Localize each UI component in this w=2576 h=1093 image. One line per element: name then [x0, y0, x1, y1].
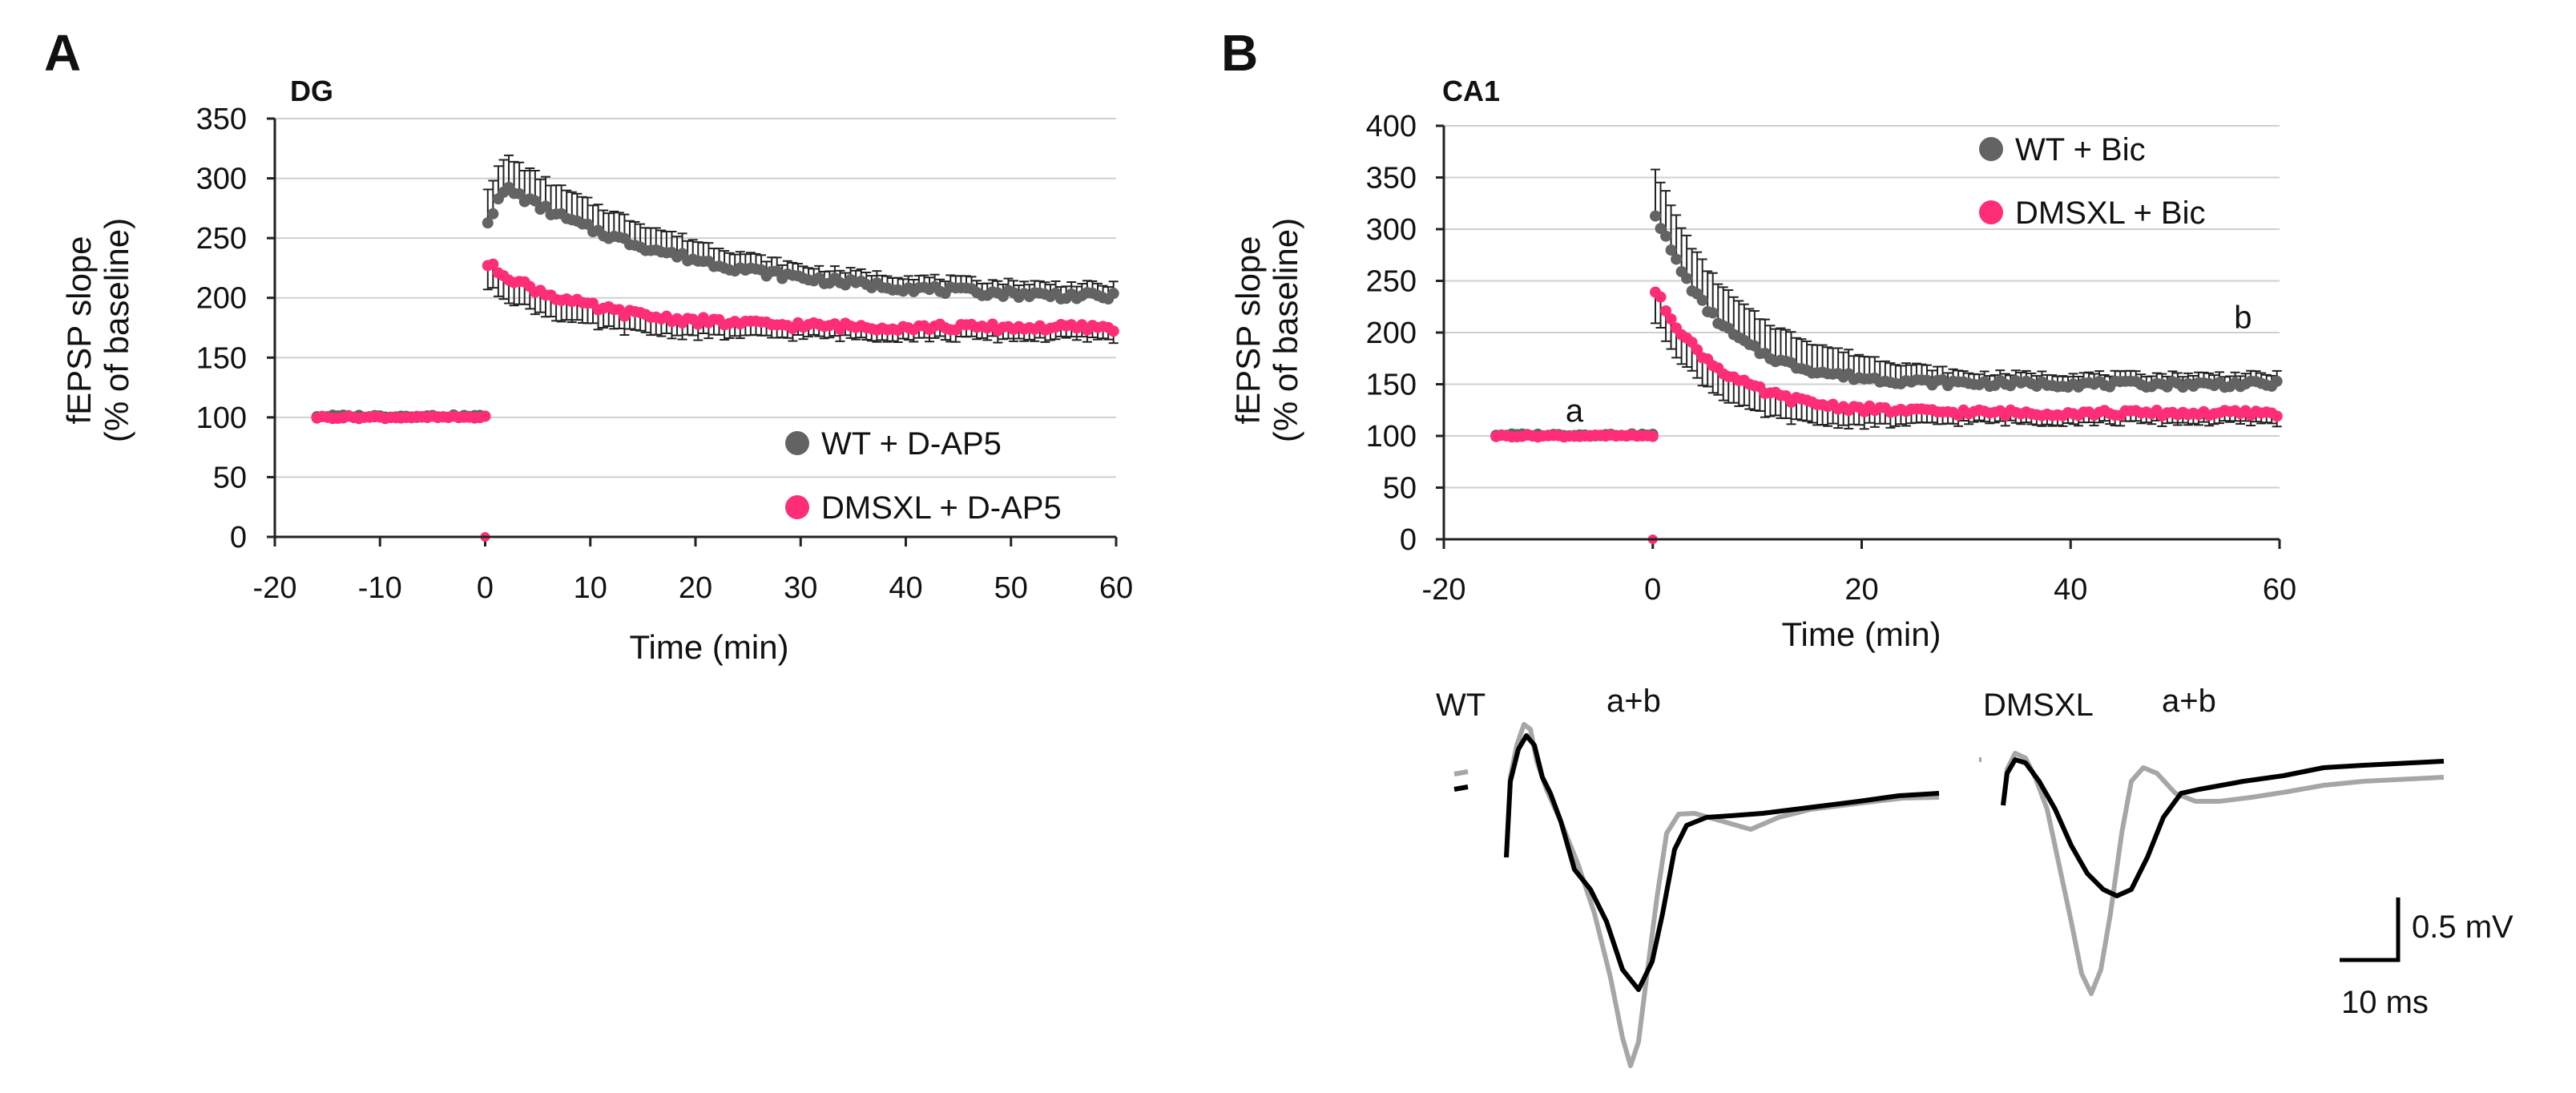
y-tick-label: 50 — [1383, 472, 1417, 506]
panel-letter-a: A — [44, 24, 81, 82]
data-point — [1681, 272, 1693, 284]
y-tick-label: 0 — [1400, 523, 1417, 557]
wt-trace-a — [1453, 733, 1940, 992]
scale-bar — [2340, 897, 2401, 962]
x-tick-label: 20 — [1844, 573, 1878, 607]
legend-marker-wt-dap5 — [785, 431, 809, 455]
scale-time-label: 10 ms — [2341, 985, 2429, 1020]
data-point — [1660, 230, 1672, 242]
data-point — [1107, 325, 1119, 337]
panel-a-x-label: Time (min) — [629, 628, 788, 666]
y-tick-label: 350 — [1366, 162, 1417, 196]
x-tick-label: 0 — [1644, 573, 1661, 607]
panel-a-y-label-line2: (% of baseline) — [98, 218, 135, 442]
data-point — [1655, 291, 1667, 303]
wt-trace-b — [1453, 722, 1940, 1068]
example-traces: WT a+b DMSXL a+b 0.5 mV 10 ms — [1436, 684, 2514, 1068]
x-tick-label: 40 — [889, 571, 922, 605]
y-tick-label: 350 — [196, 103, 247, 136]
panel-b-legend: WT + Bic DMSXL + Bic — [1979, 132, 2205, 231]
data-point — [482, 217, 494, 229]
trace-label-dmsxl: DMSXL — [1983, 688, 2094, 723]
data-point — [487, 208, 499, 220]
y-tick-label: 200 — [1366, 317, 1417, 350]
x-tick-label: -20 — [253, 571, 297, 605]
y-tick-label: 150 — [196, 341, 247, 375]
panel-b-y-label-line2: (% of baseline) — [1267, 218, 1304, 442]
x-tick-label: 60 — [1099, 571, 1133, 605]
y-tick-label: 250 — [1366, 265, 1417, 299]
panel-a-y-ticks: 0 50 100 150 200 250 300 350 — [196, 103, 275, 555]
y-tick-label: 0 — [230, 521, 247, 555]
x-tick-label: -10 — [358, 571, 402, 605]
y-tick-label: 100 — [1366, 420, 1417, 454]
panel-a-data-points — [311, 181, 1119, 542]
legend-marker-wt-bic — [1979, 137, 2003, 161]
y-tick-label: 200 — [196, 282, 247, 316]
data-point — [479, 410, 491, 422]
x-tick-label: 60 — [2263, 573, 2296, 607]
panel-a-title: DG — [290, 75, 333, 107]
data-point — [529, 195, 541, 207]
annotation-b: b — [2234, 300, 2251, 336]
panel-a-legend: WT + D-AP5 DMSXL + D-AP5 — [785, 426, 1062, 526]
x-tick-label: 40 — [2054, 573, 2087, 607]
annotation-a: a — [1566, 393, 1584, 429]
y-tick-label: 150 — [1366, 369, 1417, 402]
panel-b-y-ticks: 0 50 100 150 200 250 300 350 400 — [1366, 110, 1444, 557]
legend-label-dmsxl-bic: DMSXL + Bic — [2015, 196, 2205, 231]
panel-a-x-ticks: -20 -10 0 10 20 30 40 50 60 — [253, 537, 1133, 605]
legend-marker-dmsxl-dap5 — [785, 495, 809, 519]
data-point — [1665, 313, 1677, 325]
panel-b-x-label: Time (min) — [1781, 615, 1941, 653]
data-point — [2271, 410, 2283, 422]
panel-a-y-label-line1: fEPSP slope — [60, 236, 98, 424]
x-tick-label: 30 — [784, 571, 817, 605]
data-point — [1647, 430, 1659, 442]
y-tick-label: 250 — [196, 222, 247, 256]
data-point — [1691, 344, 1703, 356]
x-tick-label: -20 — [1422, 573, 1466, 607]
data-point — [487, 258, 499, 270]
data-point — [1660, 305, 1672, 317]
dmsxl-trace-a — [2001, 757, 2445, 898]
legend-label-wt-bic: WT + Bic — [2015, 132, 2146, 167]
legend-label-dmsxl-dap5: DMSXL + D-AP5 — [821, 490, 1062, 526]
x-tick-label: 10 — [574, 571, 607, 605]
trace-condition-dmsxl: a+b — [2162, 684, 2216, 719]
x-tick-label: 50 — [994, 571, 1028, 605]
trace-label-wt: WT — [1436, 688, 1486, 723]
panel-b-y-label-line1: fEPSP slope — [1229, 236, 1267, 424]
legend-marker-dmsxl-bic — [1979, 200, 2003, 224]
y-tick-label: 400 — [1366, 110, 1417, 143]
data-point — [1671, 253, 1683, 265]
y-tick-label: 300 — [1366, 213, 1417, 247]
data-point — [2271, 375, 2283, 387]
data-point — [1107, 288, 1119, 300]
panel-letter-b: B — [1221, 24, 1258, 82]
panel-b-x-ticks: -20 0 20 40 60 — [1422, 539, 2296, 607]
scale-voltage-label: 0.5 mV — [2412, 909, 2514, 945]
data-point — [1650, 210, 1662, 222]
x-tick-label: 0 — [477, 571, 494, 605]
y-tick-label: 100 — [196, 401, 247, 435]
panel-a: A DG 0 50 100 150 200 250 300 350 -20 -10 0 10 20 30… — [44, 24, 1133, 666]
y-tick-label: 50 — [213, 461, 247, 494]
panel-b-gridlines — [1444, 125, 2280, 489]
data-point — [539, 200, 551, 212]
y-tick-label: 300 — [196, 163, 247, 196]
legend-label-wt-dap5: WT + D-AP5 — [821, 426, 1002, 462]
panel-b-title: CA1 — [1442, 75, 1500, 107]
trace-condition-wt: a+b — [1606, 684, 1661, 719]
x-tick-label: 20 — [679, 571, 712, 605]
data-point — [1665, 244, 1677, 256]
data-point — [1707, 307, 1719, 319]
panel-b-data-points — [1490, 210, 2283, 544]
data-point — [1696, 294, 1708, 306]
